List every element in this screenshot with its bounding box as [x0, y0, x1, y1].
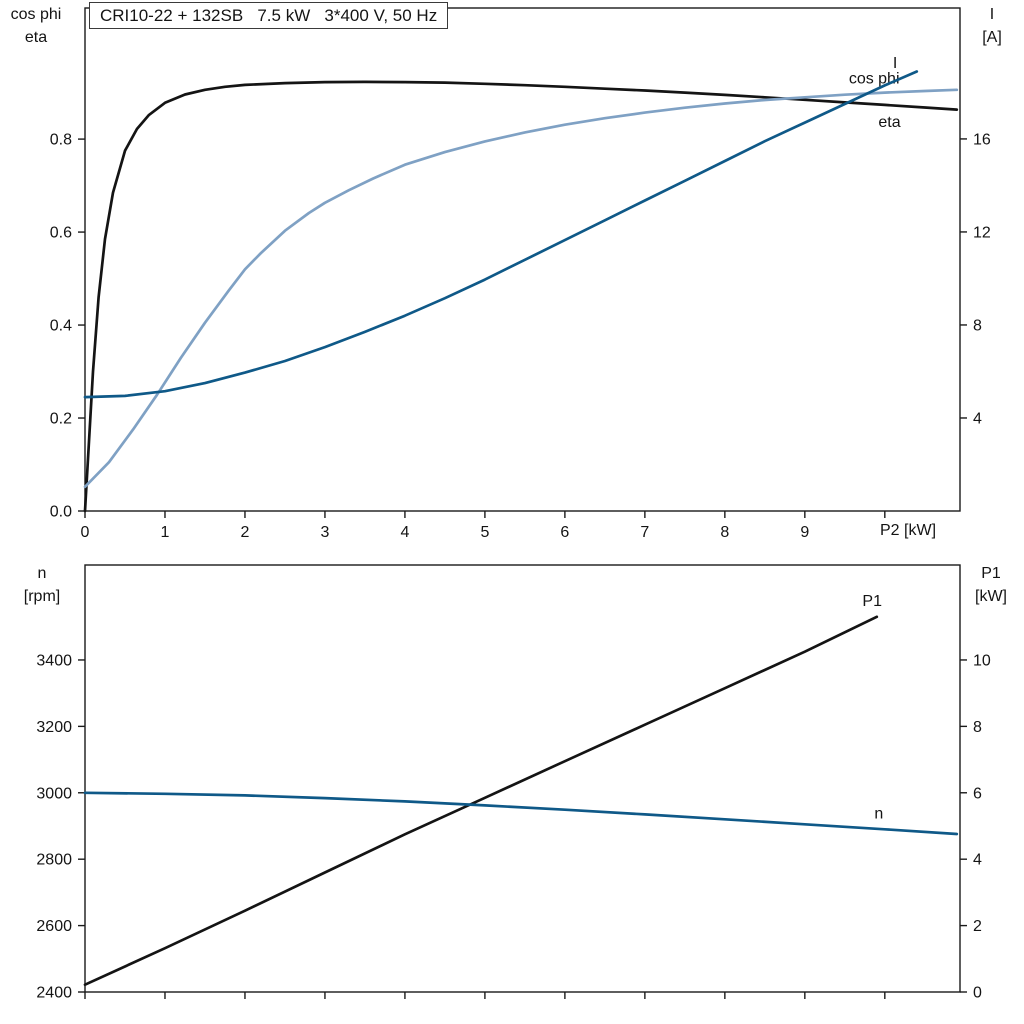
right-tick-label: 6 [973, 785, 982, 802]
left-tick-label: 3400 [36, 652, 72, 669]
left-tick-label: 3200 [36, 719, 72, 736]
series-P1 [83, 615, 879, 987]
right-tick-label: 16 [973, 131, 991, 148]
axis-title-top-left: cos phi eta [4, 3, 68, 49]
right-tick-label: 10 [973, 652, 991, 669]
x-tick-label: 9 [800, 524, 809, 541]
plot-frame-top [84, 7, 961, 512]
left-tick-label: 0.2 [50, 411, 72, 428]
chart-title-box: CRI10-22 + 132SB 7.5 kW 3*400 V, 50 Hz [89, 2, 449, 29]
right-tick-label: 8 [973, 317, 982, 334]
x-tick-label: 6 [560, 524, 569, 541]
axis-title-current: I [989, 6, 995, 23]
x-tick-label: 2 [241, 524, 250, 541]
x-axis-title: P2 [kW] [880, 522, 937, 539]
right-tick-label: 8 [973, 719, 982, 736]
x-tick-label: 3 [320, 524, 329, 541]
axis-title-cos-phi: cos phi [10, 6, 62, 23]
axis-title-bottom-left: n [rpm] [8, 562, 76, 608]
left-tick-label: 3000 [36, 785, 72, 802]
series-cos-phi [83, 88, 959, 489]
curve-label-I: I [893, 55, 897, 72]
left-tick-label: 2400 [36, 985, 72, 1002]
right-tick-label: 2 [973, 918, 982, 935]
x-tick-label: 4 [400, 524, 409, 541]
axis-title-top-right: I [A] [966, 3, 1018, 49]
left-tick-label: 0.0 [50, 504, 72, 521]
right-tick-label: 4 [973, 852, 982, 869]
curve-label-eta: eta [878, 114, 900, 131]
left-tick-label: 2600 [36, 918, 72, 935]
axis-title-bottom-right: P1 [kW] [962, 562, 1020, 608]
axis-title-eta: eta [24, 29, 48, 46]
right-tick-label: 4 [973, 410, 982, 427]
x-tick-label: 1 [161, 524, 170, 541]
x-tick-label: 5 [480, 524, 489, 541]
right-tick-label: 0 [973, 985, 982, 1002]
left-tick-label: 0.4 [50, 318, 72, 335]
curve-label-n: n [874, 806, 883, 823]
axis-title-speed: n [37, 565, 47, 582]
curve-label-P1: P1 [862, 593, 882, 610]
plot-frame-bottom [84, 564, 961, 993]
axis-title-p1: P1 [981, 565, 1001, 582]
axis-title-speed-unit: [rpm] [23, 588, 61, 605]
axis-title-p1-unit: [kW] [975, 588, 1007, 605]
left-tick-label: 0.6 [50, 225, 72, 242]
left-tick-label: 2800 [36, 852, 72, 869]
x-tick-label: 8 [720, 524, 729, 541]
series-n [83, 791, 959, 836]
axis-title-current-unit: [A] [982, 29, 1002, 46]
series-eta [83, 80, 959, 513]
series-I [83, 70, 919, 399]
curve-label-cos-phi: cos phi [849, 70, 900, 87]
right-tick-label: 12 [973, 224, 991, 241]
left-tick-label: 0.8 [50, 132, 72, 149]
x-tick-label: 7 [640, 524, 649, 541]
x-tick-label: 0 [81, 524, 90, 541]
